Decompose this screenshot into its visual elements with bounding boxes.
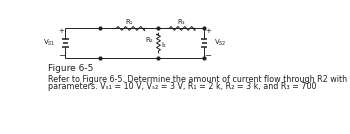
Text: V$_{S2}$: V$_{S2}$ [214, 38, 227, 48]
Text: parameters. Vₛ₁ = 10 V, Vₛ₂ = 3 V, R₁ = 2 k, R₂ = 3 k, and R₃ = 700: parameters. Vₛ₁ = 10 V, Vₛ₂ = 3 V, R₁ = … [48, 82, 316, 91]
Text: I₂: I₂ [162, 42, 167, 48]
Text: −: − [204, 51, 211, 60]
Text: Refer to Figure 6-5. Determine the amount of current flow through R2 with the fo: Refer to Figure 6-5. Determine the amoun… [48, 75, 350, 84]
Text: +: + [205, 28, 211, 34]
Text: Figure 6-5: Figure 6-5 [48, 64, 93, 73]
Text: −: − [58, 51, 65, 60]
Text: R₁: R₁ [126, 19, 133, 25]
Text: R₂: R₂ [145, 37, 153, 43]
Text: V$_{S1}$: V$_{S1}$ [43, 38, 55, 48]
Text: R₃: R₃ [177, 19, 185, 25]
Text: +: + [59, 28, 64, 34]
